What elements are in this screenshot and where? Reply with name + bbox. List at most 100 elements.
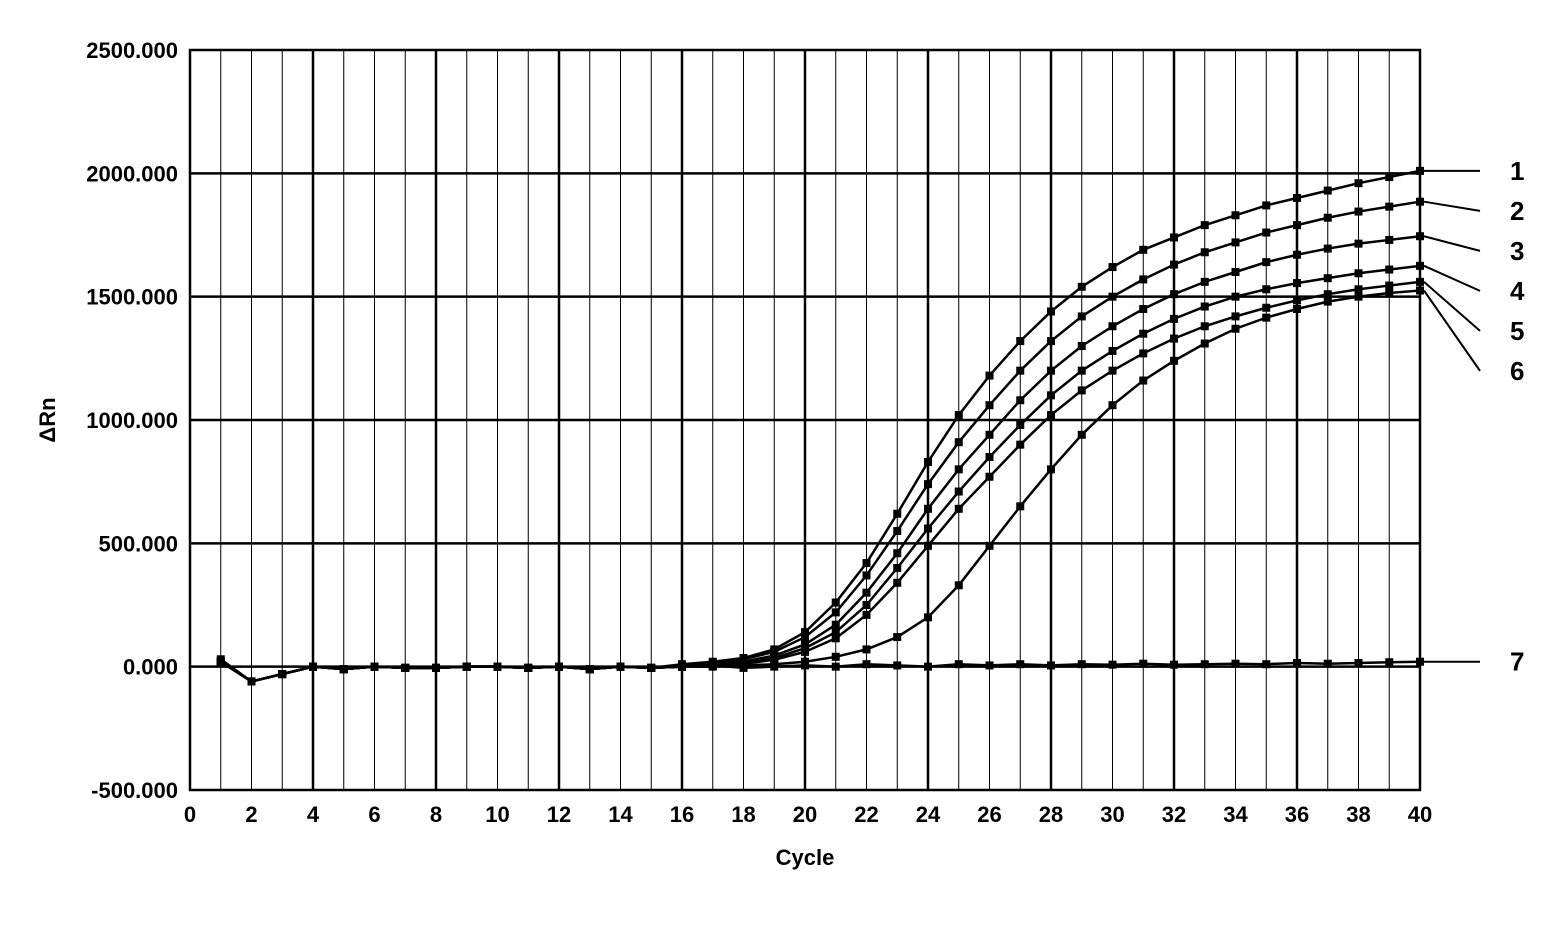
series-marker bbox=[1355, 269, 1363, 277]
series-marker bbox=[1016, 337, 1024, 345]
series-marker bbox=[1232, 293, 1240, 301]
series-marker bbox=[1109, 263, 1117, 271]
x-tick-label: 22 bbox=[854, 802, 878, 827]
series-marker bbox=[924, 525, 932, 533]
series-marker bbox=[1078, 283, 1086, 291]
x-tick-label: 36 bbox=[1285, 802, 1309, 827]
series-marker bbox=[1262, 258, 1270, 266]
series-marker bbox=[801, 661, 809, 669]
series-marker bbox=[432, 664, 440, 672]
series-marker bbox=[863, 589, 871, 597]
series-marker bbox=[924, 542, 932, 550]
series-marker bbox=[494, 663, 502, 671]
series-marker bbox=[1324, 187, 1332, 195]
x-tick-label: 0 bbox=[184, 802, 196, 827]
series-marker bbox=[1324, 290, 1332, 298]
series-marker bbox=[893, 579, 901, 587]
series-marker bbox=[1355, 293, 1363, 301]
series-marker bbox=[1201, 278, 1209, 286]
series-marker bbox=[401, 664, 409, 672]
series-marker bbox=[986, 401, 994, 409]
series-marker bbox=[924, 458, 932, 466]
series-marker bbox=[678, 663, 686, 671]
series-marker bbox=[740, 664, 748, 672]
series-marker bbox=[1139, 246, 1147, 254]
series-marker bbox=[1016, 367, 1024, 375]
series-marker bbox=[924, 613, 932, 621]
x-tick-label: 30 bbox=[1100, 802, 1124, 827]
series-marker bbox=[1416, 167, 1424, 175]
series-marker bbox=[1047, 465, 1055, 473]
x-tick-label: 14 bbox=[608, 802, 633, 827]
series-marker bbox=[1232, 660, 1240, 668]
x-tick-label: 20 bbox=[793, 802, 817, 827]
series-marker bbox=[1201, 340, 1209, 348]
series-marker bbox=[1385, 282, 1393, 290]
x-tick-label: 4 bbox=[307, 802, 320, 827]
series-marker bbox=[1385, 203, 1393, 211]
series-marker bbox=[1170, 315, 1178, 323]
series-marker bbox=[1293, 194, 1301, 202]
series-marker bbox=[863, 601, 871, 609]
series-marker bbox=[832, 653, 840, 661]
series-marker bbox=[832, 663, 840, 671]
series-marker bbox=[955, 438, 963, 446]
series-marker bbox=[248, 677, 256, 685]
series-marker bbox=[924, 505, 932, 513]
series-label-3: 3 bbox=[1510, 236, 1524, 266]
series-marker bbox=[1416, 262, 1424, 270]
y-tick-label: 500.000 bbox=[98, 531, 178, 556]
series-marker bbox=[1016, 421, 1024, 429]
series-marker bbox=[1170, 290, 1178, 298]
x-tick-label: 34 bbox=[1223, 802, 1248, 827]
series-marker bbox=[1324, 245, 1332, 253]
series-marker bbox=[463, 663, 471, 671]
series-marker bbox=[278, 670, 286, 678]
series-marker bbox=[832, 621, 840, 629]
series-marker bbox=[1170, 261, 1178, 269]
series-marker bbox=[1109, 347, 1117, 355]
series-marker bbox=[524, 664, 532, 672]
series-marker bbox=[863, 645, 871, 653]
series-marker bbox=[1139, 377, 1147, 385]
series-marker bbox=[1324, 214, 1332, 222]
x-tick-label: 16 bbox=[670, 802, 694, 827]
series-marker bbox=[955, 505, 963, 513]
y-tick-label: 1000.000 bbox=[86, 408, 178, 433]
series-marker bbox=[832, 608, 840, 616]
series-marker bbox=[1262, 314, 1270, 322]
series-marker bbox=[340, 665, 348, 673]
x-tick-label: 28 bbox=[1039, 802, 1063, 827]
series-marker bbox=[863, 660, 871, 668]
series-marker bbox=[1047, 337, 1055, 345]
series-marker bbox=[1078, 312, 1086, 320]
series-marker bbox=[893, 661, 901, 669]
series-marker bbox=[1232, 268, 1240, 276]
series-marker bbox=[709, 661, 717, 669]
series-marker bbox=[1324, 274, 1332, 282]
series-marker bbox=[770, 663, 778, 671]
x-tick-label: 8 bbox=[430, 802, 442, 827]
x-axis-label: Cycle bbox=[776, 845, 835, 870]
series-marker bbox=[1047, 661, 1055, 669]
x-tick-label: 10 bbox=[485, 802, 509, 827]
series-marker bbox=[1416, 278, 1424, 286]
series-marker bbox=[1324, 660, 1332, 668]
series-marker bbox=[955, 488, 963, 496]
series-marker bbox=[1078, 342, 1086, 350]
series-marker bbox=[1109, 401, 1117, 409]
series-marker bbox=[1262, 660, 1270, 668]
series-marker bbox=[801, 648, 809, 656]
series-marker bbox=[924, 480, 932, 488]
series-marker bbox=[1416, 198, 1424, 206]
series-marker bbox=[1385, 236, 1393, 244]
series-marker bbox=[1416, 658, 1424, 666]
series-marker bbox=[1016, 660, 1024, 668]
series-marker bbox=[1047, 391, 1055, 399]
series-marker bbox=[893, 510, 901, 518]
series-marker bbox=[1047, 411, 1055, 419]
x-tick-label: 24 bbox=[916, 802, 941, 827]
series-marker bbox=[1293, 659, 1301, 667]
series-marker bbox=[1016, 441, 1024, 449]
series-marker bbox=[863, 611, 871, 619]
